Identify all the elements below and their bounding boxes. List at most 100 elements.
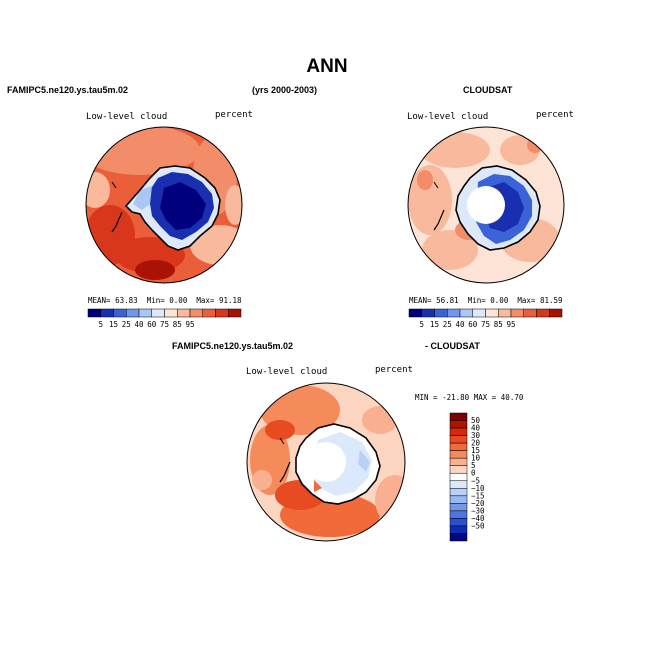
panel3-colorbar-swatch (449, 518, 468, 527)
panel2-colorbar-swatch (523, 308, 537, 318)
panel2-colorbar-tick-label: 25 (443, 320, 452, 329)
panel1-max-value: 91.18 (218, 296, 242, 305)
panel2-min-value: 0.00 (490, 296, 509, 305)
panel1-colorbar-tick-label: 60 (147, 320, 157, 329)
panel3-colorbar-tick-label: −30 (471, 506, 485, 515)
panel2-colorbar-swatch (472, 308, 486, 318)
panel2-colorbar-swatch (485, 308, 499, 318)
case-name-label: FAMIPC5.ne120.ys.tau5m.02 (7, 85, 129, 95)
panel1-mean-value: 63.83 (115, 296, 138, 305)
panel3-colorbar-swatch (449, 488, 468, 497)
panel1-colorbar-swatch (164, 308, 178, 318)
panel1-min-label: Min= (146, 296, 165, 305)
panel2-colorbar-swatch (447, 308, 461, 318)
panel3-colorbar-swatch (449, 533, 468, 542)
panel2-colorbar-swatch (408, 308, 422, 318)
panel2-colorbar-tick-label: 95 (506, 320, 515, 329)
panel2-mean-value: 56.81 (436, 296, 459, 305)
panel1-colorbar-swatch (151, 308, 165, 318)
panel2-map (407, 126, 565, 284)
panel3-colorbar-tick-label: −40 (471, 514, 485, 523)
panel2-colorbar-tick-label: 60 (468, 320, 478, 329)
panel1-colorbar-swatch (215, 308, 229, 318)
panel2-colorbar-tick-label: 5 (419, 320, 424, 329)
panel3-colorbar-swatch (449, 480, 468, 489)
panel2-colorbar-tick-label: 15 (430, 320, 439, 329)
panel1-colorbar: 5 15 25 40 60 75 85 95 (87, 308, 242, 329)
panel2-stats: MEAN= 56.81 Min= 0.00 Max= 81.59 (409, 296, 563, 305)
panel1-colorbar-swatch (177, 308, 191, 318)
panel1-colorbar-swatch (228, 308, 242, 318)
panel3-colorbar-tick-label: 20 (471, 439, 481, 448)
panel1-min-value: 0.00 (169, 296, 188, 305)
panel3-colorbar-tick-label: 0 (471, 469, 476, 478)
panel1-mean-label: MEAN= (88, 296, 111, 305)
panel3-colorbar-tick-label: −50 (471, 521, 485, 530)
panel1-units-label: percent (215, 110, 253, 120)
panel1-map (85, 126, 243, 284)
panel3-colorbar-swatch (449, 412, 468, 421)
panel1-colorbar-tick-label: 85 (173, 320, 182, 329)
panel3-colorbar-swatch (449, 442, 468, 451)
panel2-variable-label: Low-level cloud (407, 112, 489, 122)
panel2-colorbar-swatch (434, 308, 448, 318)
panel2-colorbar-tick-label: 75 (481, 320, 490, 329)
panel2-colorbar-swatch (510, 308, 524, 318)
panel3-colorbar-tick-label: 30 (471, 431, 481, 440)
panel1-colorbar-swatch (138, 308, 152, 318)
panel3-colorbar-tick-label: −5 (471, 476, 480, 485)
panel3-colorbar-tick-label: 15 (471, 446, 480, 455)
panel1-colorbar-swatch (126, 308, 140, 318)
panel3-colorbar-tick-label: −20 (471, 499, 485, 508)
panel1-colorbar-swatch (113, 308, 127, 318)
panel2-max-label: Max= (517, 296, 536, 305)
panel1-colorbar-tick-label: 25 (122, 320, 131, 329)
panel3-colorbar-swatch (449, 495, 468, 504)
diff-obs-label: - CLOUDSAT (425, 341, 480, 351)
panel1-colorbar-swatch (189, 308, 203, 318)
panel2-colorbar: 5 15 25 40 60 75 85 95 (408, 308, 563, 329)
panel3-colorbar-tick-label: −15 (471, 491, 485, 500)
panel2-colorbar-swatch (421, 308, 435, 318)
panel1-colorbar-tick-label: 15 (109, 320, 118, 329)
diff-case-label: FAMIPC5.ne120.ys.tau5m.02 (172, 341, 294, 351)
panel3-colorbar-swatch (449, 465, 468, 474)
panel3-colorbar-tick-label: 5 (471, 461, 476, 470)
panel3-colorbar-tick-label: 40 (471, 424, 481, 433)
panel2-colorbar-tick-label: 40 (455, 320, 465, 329)
panel3-minmax: MIN = -21.80 MAX = 40.70 (415, 393, 524, 402)
panel1-colorbar-tick-label: 95 (185, 320, 194, 329)
panel3-colorbar-tick-label: 50 (471, 416, 481, 425)
panel3-colorbar-tick-label: 10 (471, 454, 481, 463)
panel3-colorbar-swatch (449, 457, 468, 466)
panel3-map (246, 382, 406, 542)
panel2-min-label: Min= (467, 296, 486, 305)
panel1-variable-label: Low-level cloud (86, 112, 168, 122)
panel2-max-value: 81.59 (539, 296, 563, 305)
panel3-colorbar-swatch (449, 427, 468, 436)
panel3-variable-label: Low-level cloud (246, 367, 328, 377)
panel3-units-label: percent (375, 365, 413, 375)
panel2-colorbar-swatch (549, 308, 563, 318)
panel1-colorbar-swatch (202, 308, 216, 318)
panel2-units-label: percent (536, 110, 574, 120)
panel3-colorbar-tick-label: −10 (471, 484, 485, 493)
panel3-colorbar-swatch (449, 510, 468, 519)
panel2-mean-label: MEAN= (409, 296, 432, 305)
years-label: (yrs 2000-2003) (252, 85, 318, 95)
panel3-colorbar-swatch (449, 420, 468, 429)
panel1-colorbar-tick-label: 75 (160, 320, 169, 329)
panel1-colorbar-tick-label: 5 (98, 320, 103, 329)
panel2-colorbar-swatch (459, 308, 473, 318)
panel3-colorbar-swatch (449, 450, 468, 459)
panel1-max-label: Max= (196, 296, 215, 305)
panel1-colorbar-tick-label: 40 (134, 320, 144, 329)
obs-name-label: CLOUDSAT (463, 85, 513, 95)
panel3-colorbar-swatch (449, 525, 468, 534)
panel3-colorbar-swatch (449, 472, 468, 482)
panel3-colorbar-swatch (449, 435, 468, 444)
figure-title: ANN (306, 56, 348, 77)
panel1-stats: MEAN= 63.83 Min= 0.00 Max= 91.18 (88, 296, 242, 305)
